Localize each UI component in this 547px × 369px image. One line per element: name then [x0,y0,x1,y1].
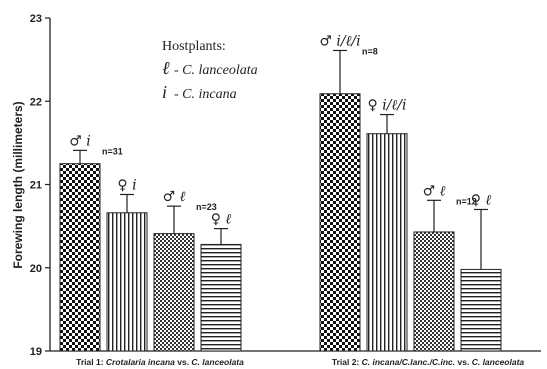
legend-text-1: - C. lanceolata [174,63,258,78]
legend-text-2: - C. incana [174,87,237,102]
x-group-label-part: vs. [175,357,192,367]
legend-symbol-1: ℓ [162,58,170,78]
bar-label: ♀ i [117,177,136,193]
bar-label: ♂ ℓ [163,189,186,205]
bar-label: ♂ i/ℓ/i [319,33,360,49]
bar [319,93,361,352]
bar-label: ♂ ℓ [423,183,446,199]
x-group-label-part: C. lanceolata [472,357,525,367]
y-tick-label: 23 [30,13,42,25]
bar-label: ♀ ℓ [471,192,492,208]
bar-label: ♀ ℓ [211,212,232,228]
bar-label: ♀ i/ℓ/i [368,98,407,114]
y-tick-label: 21 [30,180,42,192]
bar [106,212,148,352]
bar [59,163,101,352]
bar [460,268,502,352]
legend-title: Hostplants: [162,39,226,54]
bar [153,233,195,352]
bars [59,49,502,352]
x-group-label: Trial 1: Crotalaria incana vs. C. lanceo… [76,357,244,367]
n-label: n=12 [456,196,477,206]
bar [200,243,242,352]
bar [366,133,408,352]
y-axis-label: Forewing length (millimeters) [11,101,25,268]
x-group-label: Trial 2: C. incana/C.lanc./C.inc. vs. C.… [332,357,525,367]
bar-label: ♂ i [69,133,90,149]
x-group-label-part: Trial 1: [76,357,106,367]
x-group-label-part: Crotalaria incana [106,357,175,367]
x-group-label-part: C. incana/C.lanc./C.inc. [362,357,456,367]
x-group-label-part: vs. [455,357,472,367]
legend: Hostplants: ℓ - C. lanceolata i - C. inc… [162,39,258,102]
y-tick-label: 19 [30,346,42,358]
y-tick-label: 22 [30,96,42,108]
x-group-label-part: C. lanceolata [191,357,244,367]
legend-symbol-2: i [162,82,167,102]
x-group-label-part: Trial 2: [332,357,362,367]
bar [413,231,455,352]
n-label: n=8 [362,46,378,56]
y-tick-label: 20 [30,263,42,275]
n-label: n=23 [196,202,217,212]
n-label: n=31 [102,146,123,156]
